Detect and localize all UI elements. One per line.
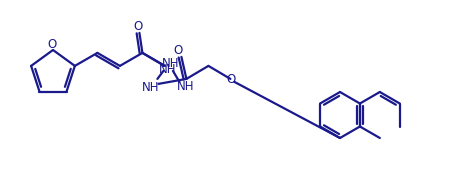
Text: O: O [47, 38, 57, 51]
Text: O: O [174, 44, 183, 57]
Text: O: O [227, 73, 236, 86]
Text: NH: NH [162, 57, 179, 70]
Text: O: O [134, 20, 143, 33]
Text: NH: NH [142, 81, 159, 94]
Text: NH: NH [177, 80, 194, 93]
Text: NH: NH [159, 63, 177, 76]
